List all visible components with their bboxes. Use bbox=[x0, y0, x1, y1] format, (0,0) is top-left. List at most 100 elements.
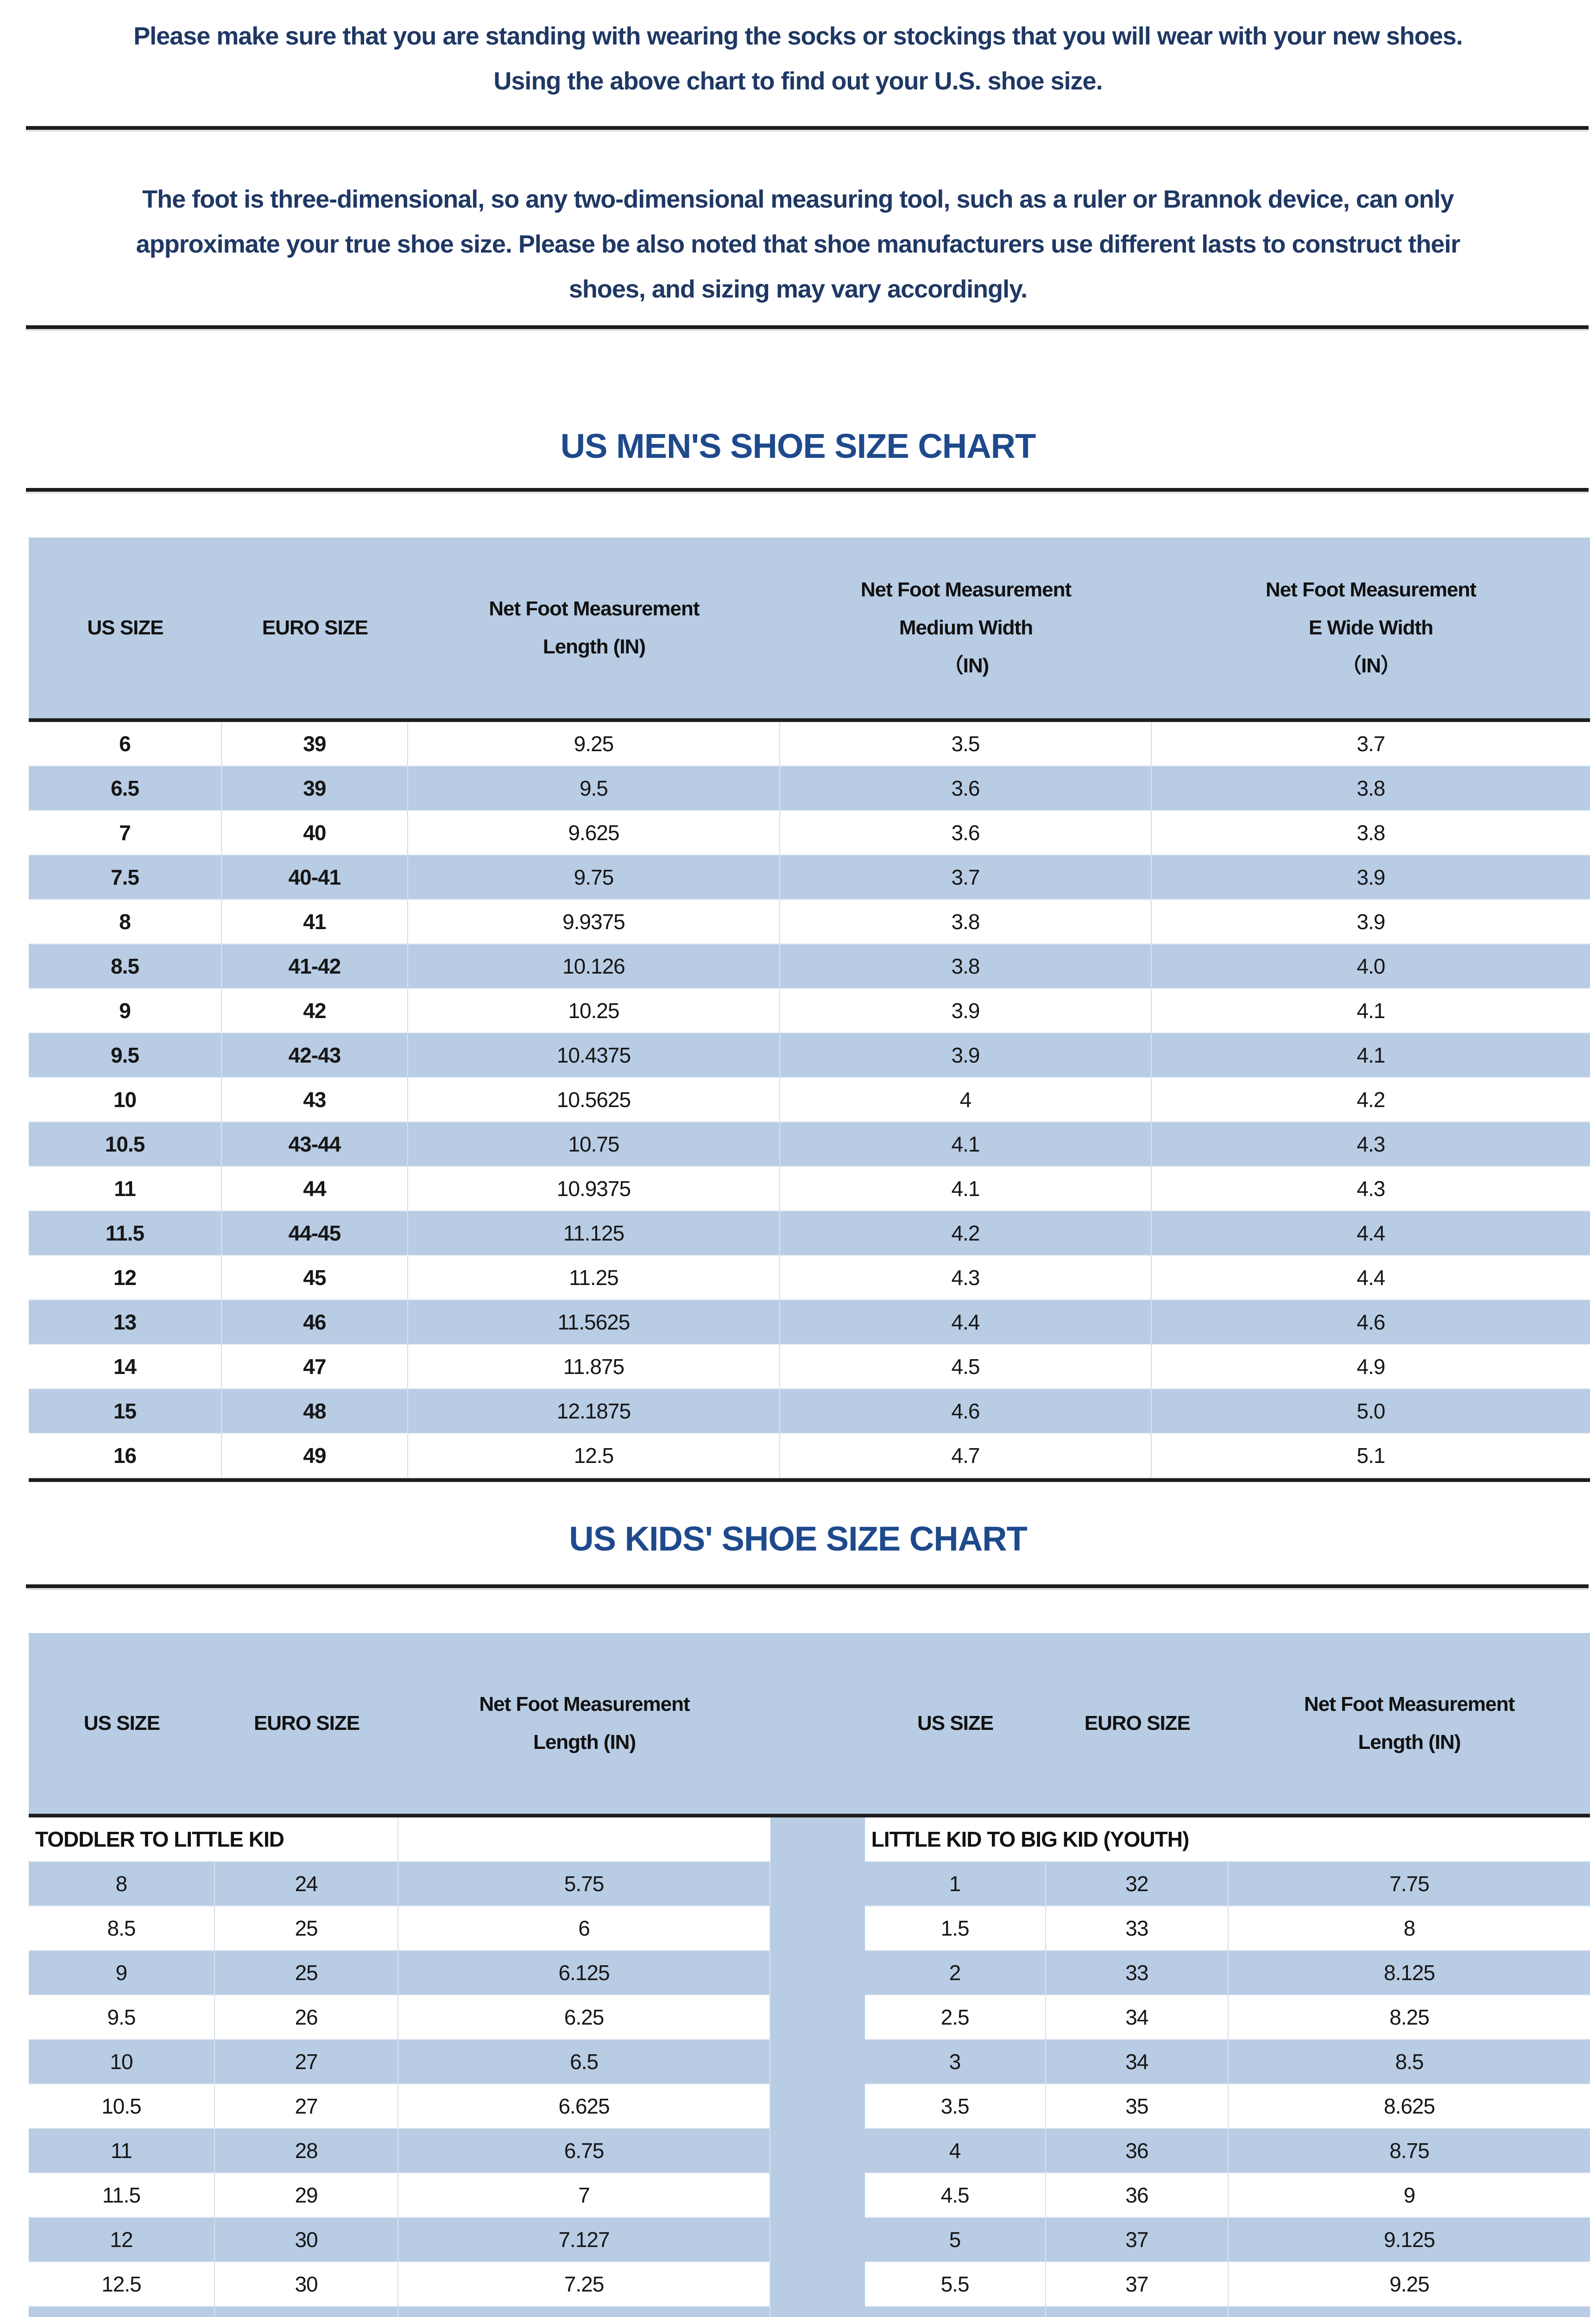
column-header-length: Net Foot Measurement Length (IN) bbox=[479, 1693, 690, 1754]
table-cell: 4 bbox=[864, 2129, 1046, 2173]
table-cell: 10.5 bbox=[29, 1122, 222, 1167]
table-cell: 7 bbox=[29, 811, 222, 855]
table-cell: 29 bbox=[214, 2173, 399, 2218]
table-cell: 6.75 bbox=[398, 2129, 770, 2173]
table-cell: 9.25 bbox=[408, 722, 780, 766]
table-cell: 41-42 bbox=[221, 944, 408, 989]
table-cell: 6 bbox=[865, 2307, 1046, 2317]
spacer-column bbox=[770, 2040, 865, 2084]
table-cell: 4.4 bbox=[780, 1300, 1152, 1345]
table-cell: 8.25 bbox=[1229, 1995, 1590, 2040]
table-cell: 10.75 bbox=[408, 1122, 780, 1167]
table-cell: 11 bbox=[29, 2129, 215, 2173]
table-cell: 45 bbox=[221, 1256, 408, 1300]
mens-table-header: US SIZE EURO SIZE Net Foot Measurement L… bbox=[29, 538, 1590, 718]
table-cell: 30 bbox=[214, 2262, 399, 2307]
table-cell: 6.5 bbox=[29, 766, 222, 811]
intro-paragraph: Please make sure that you are standing w… bbox=[19, 14, 1577, 104]
table-row: 13 46 11.5625 4.4 4.6 bbox=[29, 1300, 1590, 1345]
table-cell: 12 bbox=[29, 2218, 215, 2262]
table-cell: 28 bbox=[214, 2129, 399, 2173]
section-label-youth: LITTLE KID TO BIG KID (YOUTH) bbox=[864, 1817, 1590, 1862]
table-cell: 36 bbox=[1046, 2129, 1229, 2173]
mens-table-body: 6 39 9.25 3.5 3.7 6.5 39 9.5 3.6 3.8 7 40 9.625 3.6 3.… bbox=[29, 722, 1590, 1478]
table-cell: 7.25 bbox=[398, 2262, 770, 2307]
spacer-column bbox=[770, 2262, 865, 2307]
table-cell: 4.5 bbox=[780, 1345, 1152, 1389]
empty-cell bbox=[398, 1817, 770, 1862]
spacer-column bbox=[770, 1906, 865, 1951]
table-row: 8 41 9.9375 3.8 3.9 bbox=[29, 900, 1590, 944]
table-cell: 4.4 bbox=[1152, 1211, 1590, 1256]
table-cell: 10.5625 bbox=[408, 1078, 780, 1122]
table-cell: 39 bbox=[221, 766, 408, 811]
table-cell: 4.1 bbox=[1152, 989, 1590, 1033]
table-cell: 47 bbox=[221, 1345, 408, 1389]
table-cell: 13 bbox=[29, 2307, 215, 2317]
mens-chart-title: US MEN'S SHOE SIZE CHART bbox=[560, 427, 1036, 465]
table-cell: 37 bbox=[1046, 2262, 1229, 2307]
table-cell: 8.5 bbox=[29, 944, 222, 989]
table-cell: 3.8 bbox=[780, 900, 1152, 944]
table-cell: 3.5 bbox=[780, 722, 1152, 766]
column-header-us-size: US SIZE bbox=[83, 1712, 160, 1735]
table-cell: 5.1 bbox=[1152, 1434, 1590, 1478]
table-cell: 4.9 bbox=[1152, 1345, 1590, 1389]
table-cell: 12.1875 bbox=[408, 1389, 780, 1434]
table-cell: 25 bbox=[214, 1906, 399, 1951]
table-cell: 26 bbox=[214, 1995, 399, 2040]
table-cell: 8.625 bbox=[1229, 2084, 1590, 2129]
table-cell: 31 bbox=[215, 2307, 399, 2317]
table-cell: 10.9375 bbox=[408, 1167, 780, 1211]
table-cell: 1.5 bbox=[864, 1906, 1046, 1951]
table-cell: 4.2 bbox=[780, 1211, 1152, 1256]
table-cell: 4.4 bbox=[1152, 1256, 1590, 1300]
note-line-3: shoes, and sizing may vary accordingly. bbox=[568, 275, 1028, 303]
table-row: 12.5 30 7.25 5.5 37 9.25 bbox=[29, 2262, 1590, 2307]
table-cell: 10 bbox=[29, 2040, 215, 2084]
table-cell: 9.125 bbox=[1229, 2218, 1590, 2262]
table-cell: 4.2 bbox=[1152, 1078, 1590, 1122]
intro-line-1: Please make sure that you are standing w… bbox=[133, 22, 1463, 50]
table-cell: 3.8 bbox=[1152, 811, 1590, 855]
table-cell: 4.1 bbox=[780, 1167, 1152, 1211]
table-cell: 11.125 bbox=[408, 1211, 780, 1256]
column-header-euro-size: EURO SIZE bbox=[262, 616, 368, 639]
table-cell: 6.125 bbox=[398, 1951, 770, 1995]
table-cell: 3.9 bbox=[1152, 855, 1590, 900]
table-border-line bbox=[29, 718, 1590, 722]
table-cell: 6.5 bbox=[398, 2040, 770, 2084]
table-cell: 12.5 bbox=[408, 1434, 780, 1478]
table-cell: 5 bbox=[864, 2218, 1046, 2262]
table-row: 9.5 42-43 10.4375 3.9 4.1 bbox=[29, 1033, 1590, 1078]
column-header-us-size: US SIZE bbox=[917, 1712, 994, 1735]
table-row: 8.5 41-42 10.126 3.8 4.0 bbox=[29, 944, 1590, 989]
table-cell: 4.0 bbox=[1152, 944, 1590, 989]
section-label-toddler: TODDLER TO LITTLE KID bbox=[29, 1817, 399, 1862]
kids-size-table: US SIZE EURO SIZE Net Foot Measurement L… bbox=[29, 1633, 1590, 2317]
table-row: 9 42 10.25 3.9 4.1 bbox=[29, 989, 1590, 1033]
table-cell: 13 bbox=[29, 1300, 222, 1345]
table-row: 7 40 9.625 3.6 3.8 bbox=[29, 811, 1590, 855]
table-cell: 7.75 bbox=[1229, 1862, 1590, 1906]
table-cell: 9 bbox=[1229, 2173, 1590, 2218]
table-cell: 9.5 bbox=[29, 1995, 215, 2040]
table-cell: 3.6 bbox=[780, 811, 1152, 855]
divider-rule bbox=[26, 488, 1589, 492]
table-cell: 11.5 bbox=[29, 2173, 215, 2218]
table-cell: 35 bbox=[1046, 2084, 1229, 2129]
spacer-column bbox=[770, 2129, 865, 2173]
table-cell: 3.6 bbox=[780, 766, 1152, 811]
table-row: 6.5 39 9.5 3.6 3.8 bbox=[29, 766, 1590, 811]
table-cell: 9.5 bbox=[29, 1033, 222, 1078]
table-cell: 9 bbox=[29, 989, 222, 1033]
column-header-length: Net Foot Measurement Length (IN) bbox=[1304, 1693, 1515, 1754]
table-cell: 8 bbox=[29, 900, 222, 944]
table-cell: 3.9 bbox=[1152, 900, 1590, 944]
table-cell: 38 bbox=[1046, 2307, 1229, 2317]
table-cell: 4.3 bbox=[1152, 1167, 1590, 1211]
table-cell: 34 bbox=[1046, 1995, 1229, 2040]
note-line-1: The foot is three-dimensional, so any tw… bbox=[142, 185, 1454, 213]
table-cell: 7 bbox=[398, 2173, 770, 2218]
table-cell: 36 bbox=[1046, 2173, 1229, 2218]
